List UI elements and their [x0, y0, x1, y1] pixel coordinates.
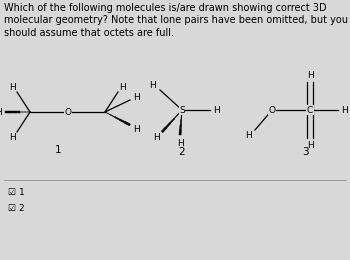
Polygon shape — [180, 120, 182, 125]
Polygon shape — [169, 118, 174, 123]
Text: H: H — [246, 131, 252, 140]
Text: H: H — [307, 70, 313, 80]
Polygon shape — [166, 123, 170, 128]
Polygon shape — [180, 125, 182, 130]
Text: H: H — [150, 81, 156, 89]
Text: H: H — [119, 82, 125, 92]
Polygon shape — [10, 111, 15, 113]
Text: H: H — [307, 140, 313, 150]
Text: H: H — [341, 106, 347, 114]
Text: C: C — [307, 106, 313, 114]
Polygon shape — [110, 114, 115, 118]
Text: Which of the following molecules is/are drawn showing correct 3D
molecular geome: Which of the following molecules is/are … — [4, 3, 348, 38]
Polygon shape — [178, 110, 182, 114]
Polygon shape — [105, 112, 110, 115]
Text: H: H — [153, 133, 159, 142]
Text: H: H — [10, 82, 16, 92]
Polygon shape — [120, 119, 125, 123]
Text: 2: 2 — [179, 147, 185, 157]
Text: H: H — [10, 133, 16, 141]
Text: O: O — [64, 107, 71, 116]
Text: H: H — [177, 139, 183, 147]
Polygon shape — [174, 114, 178, 119]
Text: H: H — [214, 106, 220, 114]
Polygon shape — [161, 127, 167, 133]
Polygon shape — [181, 115, 182, 120]
Polygon shape — [115, 117, 120, 120]
Text: H: H — [0, 107, 1, 116]
Polygon shape — [15, 111, 20, 113]
Text: ☑ 2: ☑ 2 — [8, 204, 25, 212]
Text: S: S — [179, 106, 185, 114]
Text: O: O — [268, 106, 275, 114]
Text: H: H — [134, 125, 140, 133]
Text: 1: 1 — [55, 145, 61, 155]
Polygon shape — [5, 111, 10, 113]
Text: 3: 3 — [302, 147, 308, 157]
Polygon shape — [125, 121, 131, 126]
Text: H: H — [133, 93, 139, 101]
Polygon shape — [179, 130, 182, 135]
Text: ☑ 1: ☑ 1 — [8, 187, 25, 197]
